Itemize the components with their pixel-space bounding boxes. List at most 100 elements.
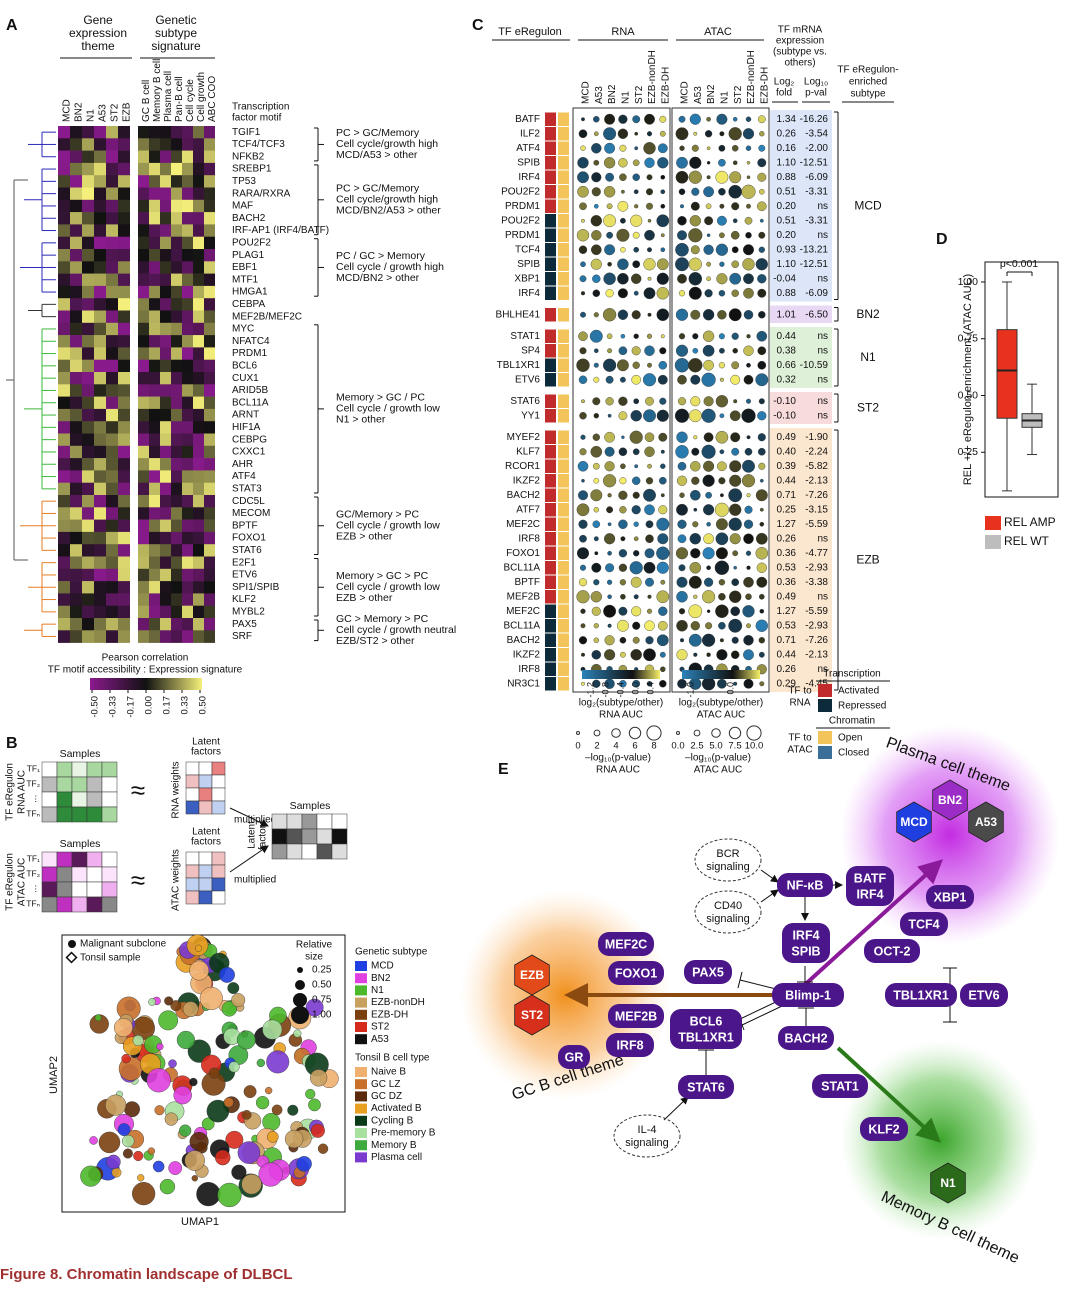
heatmap-cell (171, 138, 182, 151)
regulation-swatch (545, 517, 556, 531)
heatmap-cell (70, 199, 82, 213)
heatmap-cell (58, 458, 70, 471)
heatmap-cell (204, 470, 215, 483)
heatmap-cell (94, 372, 106, 385)
atac-dot (703, 359, 714, 371)
chromatin-swatch (558, 648, 569, 662)
heatmap-cell (171, 249, 182, 262)
tf-label: XBP1 (514, 273, 540, 284)
heatmap-cell (149, 396, 160, 410)
label: 0.50 (312, 980, 332, 991)
atac-dot (731, 246, 739, 254)
umap-point (262, 1019, 283, 1040)
label: ATAC weights (171, 849, 182, 911)
schematic-cell (41, 851, 58, 868)
pval-value: -7.26 (805, 635, 828, 646)
heatmap-cell (106, 347, 118, 360)
legend-swatch (355, 1152, 367, 1163)
atac-dot (743, 374, 754, 385)
regulation-swatch (545, 575, 556, 589)
heatmap-cell (138, 384, 149, 397)
heatmap-cell (138, 433, 149, 447)
atac-dot (728, 308, 742, 322)
atac-dot (692, 521, 699, 528)
umap-point (184, 1150, 205, 1171)
heatmap-cell (118, 212, 130, 225)
heatmap-cell (58, 556, 70, 570)
regulation-swatch (545, 532, 556, 546)
rna-dot (593, 376, 600, 383)
schematic-cell (185, 890, 200, 905)
atac-dot (715, 170, 729, 184)
node-label: STAT6 (687, 1080, 725, 1094)
heatmap-cell (106, 162, 118, 176)
heatmap-cell (138, 482, 149, 496)
heatmap-cell (58, 249, 70, 262)
label: Memory B cell (152, 59, 163, 122)
rna-dot (617, 200, 629, 212)
umap-frame (61, 934, 346, 1213)
table-band (770, 392, 832, 424)
pval-value: -2.93 (805, 562, 828, 573)
pval-value: -6.50 (805, 309, 828, 320)
atac-dot (688, 170, 702, 184)
tf-node (960, 983, 1008, 1007)
heatmap-cell (118, 396, 130, 410)
table-band (770, 110, 832, 302)
heatmap-cell (160, 507, 171, 520)
heatmap-cell (106, 458, 118, 471)
heatmap-cell (160, 187, 171, 201)
atac-dot (743, 310, 754, 320)
rna-dot (580, 608, 586, 614)
regulation-swatch (545, 474, 556, 488)
rna-dot (580, 291, 586, 296)
fold-value: 0.51 (777, 186, 797, 197)
atac-dot (677, 678, 687, 689)
fold-value: 1.10 (777, 259, 797, 270)
heatmap-cell (94, 138, 106, 151)
chromatin-swatch (558, 474, 569, 488)
rna-dot (579, 412, 587, 420)
umap-point (317, 1143, 329, 1154)
rna-dot (576, 590, 590, 604)
heatmap-cell (94, 162, 106, 176)
schematic-cell (71, 806, 88, 823)
label: 0.0 (671, 741, 684, 752)
atac-dot (677, 273, 687, 284)
rna-dot (605, 563, 615, 573)
heatmap-cell (149, 126, 160, 139)
label: TF mRNA (778, 25, 823, 36)
heatmap-cell (193, 285, 204, 299)
heatmap-cell (58, 507, 70, 520)
rna-dot (581, 399, 585, 404)
atac-dot (732, 218, 738, 224)
fold-value: 0.71 (777, 490, 797, 501)
rna-dot (593, 507, 600, 513)
heatmap-cell (149, 408, 160, 422)
tf-label: IRF4 (518, 288, 540, 299)
signal-ellipse (694, 890, 762, 934)
schematic-cell (41, 791, 58, 808)
heatmap-cell (204, 593, 215, 606)
tf-label: STAT6 (510, 396, 540, 407)
heatmap-cell (58, 298, 70, 311)
regulation-swatch (545, 503, 556, 517)
tf-label: IRF4 (518, 172, 540, 183)
label: 0.0 (630, 682, 640, 695)
atac-dot (758, 398, 765, 405)
heatmap-cell (82, 470, 94, 483)
annotation: p<0.001 (1000, 258, 1038, 270)
rna-dot (630, 576, 642, 588)
rna-dot (645, 396, 654, 406)
heatmap-cell (118, 605, 130, 619)
heatmap-cell (82, 408, 94, 422)
heatmap-cell (106, 372, 118, 385)
motif-label: PRDM1 (232, 348, 267, 359)
heatmap-cell (204, 335, 215, 348)
heatmap-cell (171, 285, 182, 299)
heatmap-cell (204, 433, 215, 447)
fold-value: 0.29 (777, 678, 797, 689)
atac-dot (733, 681, 738, 686)
schematic-cell (86, 896, 103, 913)
heatmap-cell (70, 544, 82, 557)
